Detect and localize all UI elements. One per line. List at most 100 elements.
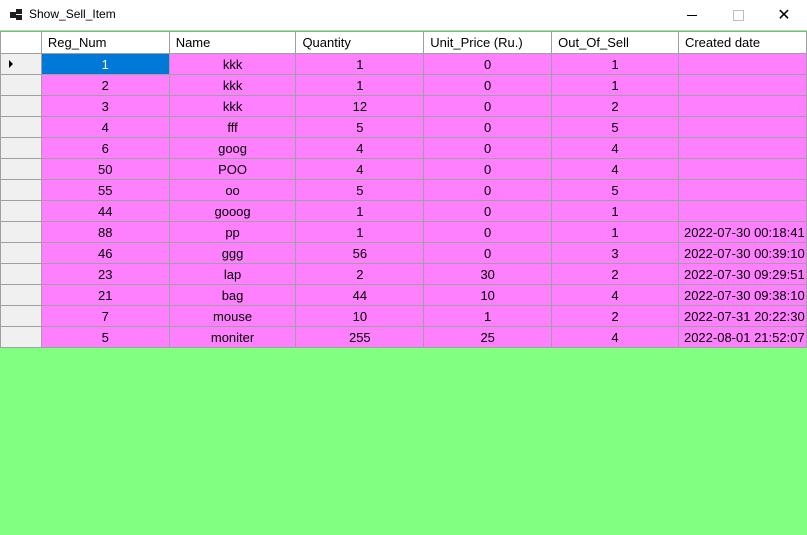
out-of-sell-cell[interactable]: 4 bbox=[551, 158, 679, 180]
name-cell[interactable]: pp bbox=[168, 221, 297, 243]
out-of-sell-cell[interactable]: 3 bbox=[551, 242, 679, 264]
row-header-cell[interactable] bbox=[0, 74, 42, 96]
maximize-button[interactable] bbox=[715, 0, 761, 30]
unit-price-cell[interactable]: 0 bbox=[423, 200, 553, 222]
out-of-sell-cell[interactable]: 2 bbox=[551, 305, 679, 327]
created-date-cell[interactable] bbox=[677, 179, 807, 201]
name-cell[interactable]: bag bbox=[168, 284, 297, 306]
quantity-cell[interactable]: 5 bbox=[295, 179, 425, 201]
quantity-cell[interactable]: 44 bbox=[295, 284, 425, 306]
row-header-cell[interactable] bbox=[0, 263, 42, 285]
created-date-cell[interactable] bbox=[677, 116, 807, 138]
reg-num-cell[interactable]: 55 bbox=[40, 179, 170, 201]
table-row[interactable]: 44 gooog 1 0 1 bbox=[0, 200, 807, 222]
corner-header-cell[interactable] bbox=[0, 31, 42, 54]
quantity-cell[interactable]: 56 bbox=[295, 242, 425, 264]
quantity-cell[interactable]: 5 bbox=[295, 116, 425, 138]
reg-num-cell[interactable]: 6 bbox=[40, 137, 170, 159]
name-cell[interactable]: kkk bbox=[168, 95, 297, 117]
row-header-cell[interactable] bbox=[0, 179, 42, 201]
created-date-cell[interactable]: 2022-07-31 20:22:30 bbox=[677, 305, 807, 327]
table-row[interactable]: 5 moniter 255 25 4 2022-08-01 21:52:07 bbox=[0, 326, 807, 348]
quantity-cell[interactable]: 1 bbox=[295, 53, 425, 75]
created-date-cell[interactable]: 2022-07-30 09:38:10 bbox=[677, 284, 807, 306]
table-row[interactable]: 2 kkk 1 0 1 bbox=[0, 74, 807, 96]
created-date-cell[interactable]: 2022-08-01 21:52:07 bbox=[677, 326, 807, 348]
out-of-sell-cell[interactable]: 4 bbox=[551, 284, 679, 306]
reg-num-cell[interactable]: 44 bbox=[40, 200, 170, 222]
quantity-cell[interactable]: 255 bbox=[295, 326, 425, 348]
reg-num-cell[interactable]: 2 bbox=[40, 74, 170, 96]
table-row[interactable]: 55 oo 5 0 5 bbox=[0, 179, 807, 201]
name-cell[interactable]: kkk bbox=[168, 74, 297, 96]
created-date-cell[interactable] bbox=[677, 200, 807, 222]
column-header-reg-num[interactable]: Reg_Num bbox=[40, 31, 170, 54]
unit-price-cell[interactable]: 0 bbox=[423, 179, 553, 201]
out-of-sell-cell[interactable]: 1 bbox=[551, 74, 679, 96]
quantity-cell[interactable]: 2 bbox=[295, 263, 425, 285]
column-header-created-date[interactable]: Created date bbox=[677, 31, 807, 54]
table-row[interactable]: 23 lap 2 30 2 2022-07-30 09:29:51 bbox=[0, 263, 807, 285]
reg-num-cell[interactable]: 7 bbox=[40, 305, 170, 327]
table-row[interactable]: 50 POO 4 0 4 bbox=[0, 158, 807, 180]
column-header-unit-price[interactable]: Unit_Price (Ru.) bbox=[423, 31, 553, 54]
created-date-cell[interactable]: 2022-07-30 00:18:41 bbox=[677, 221, 807, 243]
minimize-button[interactable] bbox=[669, 0, 715, 30]
out-of-sell-cell[interactable]: 2 bbox=[551, 95, 679, 117]
quantity-cell[interactable]: 1 bbox=[295, 200, 425, 222]
out-of-sell-cell[interactable]: 4 bbox=[551, 326, 679, 348]
column-header-name[interactable]: Name bbox=[168, 31, 297, 54]
reg-num-cell[interactable]: 46 bbox=[40, 242, 170, 264]
created-date-cell[interactable] bbox=[677, 74, 807, 96]
data-grid[interactable]: Reg_Num Name Quantity Unit_Price (Ru.) O… bbox=[0, 30, 807, 535]
unit-price-cell[interactable]: 0 bbox=[423, 242, 553, 264]
out-of-sell-cell[interactable]: 1 bbox=[551, 200, 679, 222]
reg-num-cell[interactable]: 3 bbox=[40, 95, 170, 117]
name-cell[interactable]: lap bbox=[168, 263, 297, 285]
quantity-cell[interactable]: 1 bbox=[295, 221, 425, 243]
created-date-cell[interactable] bbox=[677, 158, 807, 180]
row-header-cell[interactable] bbox=[0, 158, 42, 180]
created-date-cell[interactable] bbox=[677, 53, 807, 75]
unit-price-cell[interactable]: 1 bbox=[423, 305, 553, 327]
quantity-cell[interactable]: 1 bbox=[295, 74, 425, 96]
row-header-cell[interactable] bbox=[0, 221, 42, 243]
unit-price-cell[interactable]: 0 bbox=[423, 221, 553, 243]
reg-num-cell[interactable]: 88 bbox=[40, 221, 170, 243]
out-of-sell-cell[interactable]: 1 bbox=[551, 53, 679, 75]
name-cell[interactable]: kkk bbox=[168, 53, 297, 75]
row-header-cell[interactable] bbox=[0, 242, 42, 264]
table-row[interactable]: 1 kkk 1 0 1 bbox=[0, 53, 807, 75]
row-header-cell[interactable] bbox=[0, 116, 42, 138]
unit-price-cell[interactable]: 0 bbox=[423, 158, 553, 180]
out-of-sell-cell[interactable]: 1 bbox=[551, 221, 679, 243]
column-header-quantity[interactable]: Quantity bbox=[295, 31, 425, 54]
table-row[interactable]: 21 bag 44 10 4 2022-07-30 09:38:10 bbox=[0, 284, 807, 306]
name-cell[interactable]: moniter bbox=[168, 326, 297, 348]
reg-num-cell[interactable]: 21 bbox=[40, 284, 170, 306]
out-of-sell-cell[interactable]: 5 bbox=[551, 179, 679, 201]
unit-price-cell[interactable]: 0 bbox=[423, 74, 553, 96]
out-of-sell-cell[interactable]: 2 bbox=[551, 263, 679, 285]
unit-price-cell[interactable]: 0 bbox=[423, 116, 553, 138]
created-date-cell[interactable] bbox=[677, 95, 807, 117]
table-row[interactable]: 7 mouse 10 1 2 2022-07-31 20:22:30 bbox=[0, 305, 807, 327]
unit-price-cell[interactable]: 25 bbox=[423, 326, 553, 348]
table-row[interactable]: 46 ggg 56 0 3 2022-07-30 00:39:10 bbox=[0, 242, 807, 264]
quantity-cell[interactable]: 4 bbox=[295, 158, 425, 180]
row-header-cell[interactable] bbox=[0, 95, 42, 117]
row-header-cell[interactable] bbox=[0, 326, 42, 348]
created-date-cell[interactable]: 2022-07-30 09:29:51 bbox=[677, 263, 807, 285]
reg-num-cell[interactable]: 1 bbox=[40, 53, 170, 75]
unit-price-cell[interactable]: 0 bbox=[423, 137, 553, 159]
name-cell[interactable]: fff bbox=[168, 116, 297, 138]
row-header-cell[interactable] bbox=[0, 305, 42, 327]
row-header-cell[interactable] bbox=[0, 137, 42, 159]
out-of-sell-cell[interactable]: 4 bbox=[551, 137, 679, 159]
created-date-cell[interactable] bbox=[677, 137, 807, 159]
name-cell[interactable]: gooog bbox=[168, 200, 297, 222]
out-of-sell-cell[interactable]: 5 bbox=[551, 116, 679, 138]
table-row[interactable]: 4 fff 5 0 5 bbox=[0, 116, 807, 138]
name-cell[interactable]: mouse bbox=[168, 305, 297, 327]
close-button[interactable]: ✕ bbox=[761, 0, 807, 30]
